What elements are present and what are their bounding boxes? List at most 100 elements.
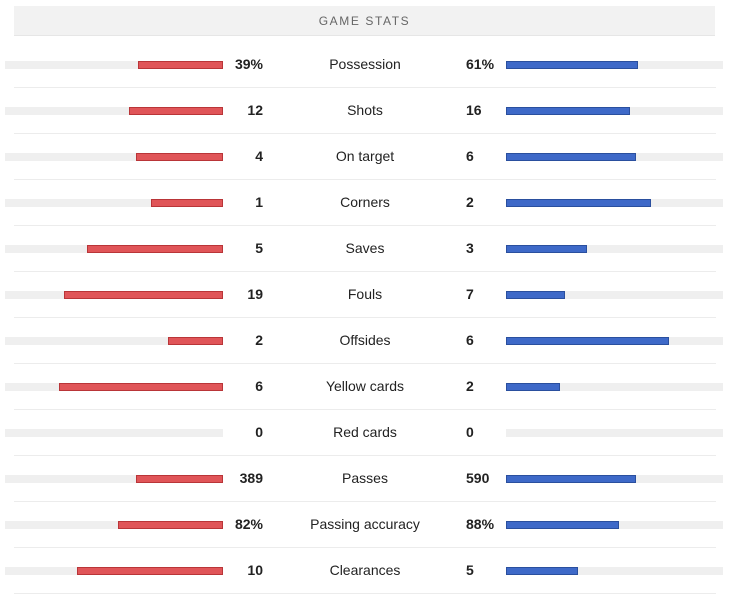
stats-list: 39% Possession 61% 12 Shots 16 4 On target 6 1 Cor… (0, 42, 730, 594)
stat-label: Yellow cards (325, 378, 405, 394)
away-bar-track (506, 521, 723, 529)
home-bar-track (5, 383, 223, 391)
home-bar-fill (151, 199, 223, 207)
away-bar-track (506, 429, 723, 437)
stat-label: Passing accuracy (310, 516, 420, 532)
away-bar-track (506, 107, 723, 115)
home-bar-fill (77, 567, 223, 575)
home-bar-fill (64, 291, 223, 299)
away-bar-track (506, 383, 723, 391)
away-bar-track (506, 153, 723, 161)
home-value: 19 (247, 286, 263, 302)
away-bar-fill (506, 475, 636, 483)
home-bar-track (5, 61, 223, 69)
home-bar-fill (129, 107, 223, 115)
home-bar-fill (118, 521, 223, 529)
home-value: 1 (255, 194, 263, 210)
stat-row: 2 Offsides 6 (0, 318, 730, 364)
row-divider (14, 455, 716, 456)
stat-row: 5 Saves 3 (0, 226, 730, 272)
away-value: 7 (466, 286, 474, 302)
home-value: 10 (247, 562, 263, 578)
stat-label: Corners (340, 194, 390, 210)
home-bar-fill (136, 153, 223, 161)
away-bar-fill (506, 153, 636, 161)
stat-label: Clearances (329, 562, 401, 578)
away-bar-fill (506, 337, 669, 345)
stat-row: 4 On target 6 (0, 134, 730, 180)
home-bar-fill (59, 383, 223, 391)
away-bar-fill (506, 199, 651, 207)
home-bar-track (5, 199, 223, 207)
away-bar-fill (506, 61, 638, 69)
row-divider (14, 363, 716, 364)
stat-label: Red cards (333, 424, 397, 440)
row-divider (14, 133, 716, 134)
home-value: 2 (255, 332, 263, 348)
row-divider (14, 317, 716, 318)
home-value: 6 (255, 378, 263, 394)
home-bar-fill (168, 337, 223, 345)
home-value: 389 (239, 470, 263, 486)
away-value: 6 (466, 332, 474, 348)
home-bar-track (5, 245, 223, 253)
stat-row: 389 Passes 590 (0, 456, 730, 502)
away-value: 2 (466, 378, 474, 394)
away-bar-track (506, 475, 723, 483)
row-divider (14, 409, 716, 410)
home-bar-track (5, 337, 223, 345)
away-value: 88% (466, 516, 495, 532)
stat-label: Possession (329, 56, 401, 72)
away-value: 5 (466, 562, 474, 578)
away-bar-fill (506, 245, 587, 253)
home-value: 5 (255, 240, 263, 256)
row-divider (14, 547, 716, 548)
away-value: 3 (466, 240, 474, 256)
row-divider (14, 87, 716, 88)
row-divider (14, 501, 716, 502)
row-divider (14, 593, 716, 594)
away-value: 6 (466, 148, 474, 164)
stat-row: 0 Red cards 0 (0, 410, 730, 456)
home-bar-track (5, 567, 223, 575)
home-bar-track (5, 153, 223, 161)
stat-label: Passes (342, 470, 388, 486)
home-bar-track (5, 521, 223, 529)
home-bar-track (5, 107, 223, 115)
home-bar-track (5, 475, 223, 483)
game-stats-title: GAME STATS (318, 13, 411, 28)
home-value: 12 (247, 102, 263, 118)
away-value: 2 (466, 194, 474, 210)
home-bar-fill (136, 475, 223, 483)
stat-row: 1 Corners 2 (0, 180, 730, 226)
away-bar-fill (506, 291, 565, 299)
home-value: 0 (255, 424, 263, 440)
stat-row: 6 Yellow cards 2 (0, 364, 730, 410)
home-value: 82% (234, 516, 263, 532)
away-bar-track (506, 337, 723, 345)
stat-row: 39% Possession 61% (0, 42, 730, 88)
stat-label: Shots (347, 102, 383, 118)
away-bar-fill (506, 521, 619, 529)
stat-label: Saves (345, 240, 385, 256)
home-value: 39% (234, 56, 263, 72)
away-value: 0 (466, 424, 474, 440)
row-divider (14, 179, 716, 180)
home-bar-fill (138, 61, 223, 69)
home-value: 4 (255, 148, 263, 164)
stat-row: 12 Shots 16 (0, 88, 730, 134)
stat-row: 82% Passing accuracy 88% (0, 502, 730, 548)
game-stats-header: GAME STATS (14, 6, 715, 36)
stat-row: 19 Fouls 7 (0, 272, 730, 318)
away-bar-track (506, 245, 723, 253)
home-bar-track (5, 291, 223, 299)
away-value: 61% (466, 56, 495, 72)
away-bar-fill (506, 107, 630, 115)
away-value: 16 (466, 102, 482, 118)
stat-label: On target (335, 148, 395, 164)
stat-label: Fouls (347, 286, 383, 302)
stat-row: 10 Clearances 5 (0, 548, 730, 594)
away-value: 590 (466, 470, 490, 486)
away-bar-fill (506, 567, 578, 575)
stat-label: Offsides (339, 332, 391, 348)
